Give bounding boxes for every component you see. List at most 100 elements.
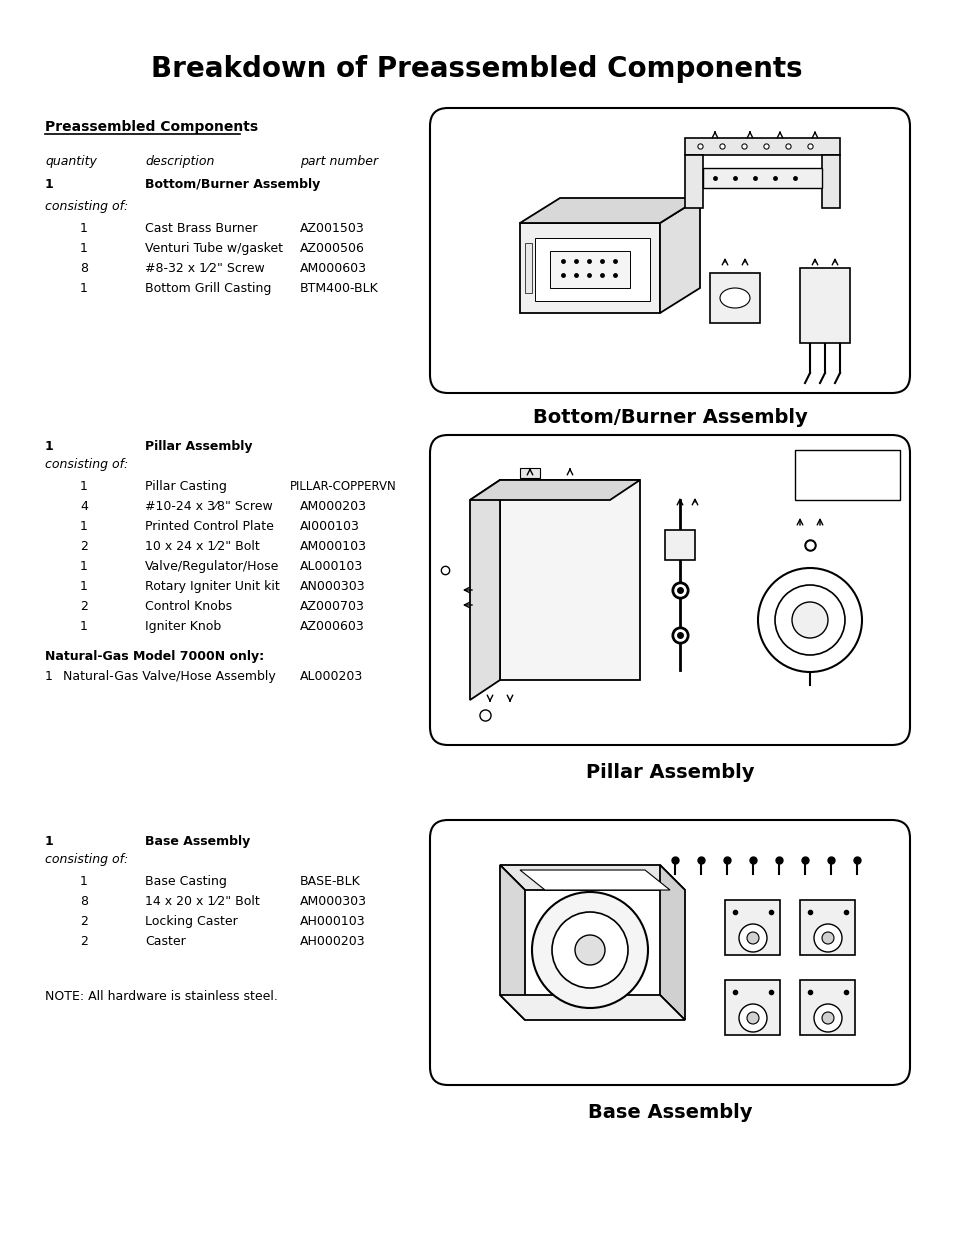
- Text: #10-24 x 3⁄8" Screw: #10-24 x 3⁄8" Screw: [145, 500, 273, 513]
- Text: 1: 1: [80, 480, 88, 493]
- Text: AZ000506: AZ000506: [299, 242, 364, 254]
- Text: 8: 8: [80, 262, 88, 275]
- Polygon shape: [800, 981, 854, 1035]
- Text: Printed Control Plate: Printed Control Plate: [145, 520, 274, 534]
- Circle shape: [739, 924, 766, 952]
- Text: AH000203: AH000203: [299, 935, 365, 948]
- Polygon shape: [550, 251, 629, 288]
- Text: AL000203: AL000203: [299, 671, 363, 683]
- Polygon shape: [724, 981, 780, 1035]
- Text: consisting of:: consisting of:: [45, 200, 128, 212]
- Polygon shape: [821, 156, 840, 207]
- Polygon shape: [519, 198, 700, 224]
- Text: Control Knobs: Control Knobs: [145, 600, 232, 613]
- Text: Rotary Igniter Unit kit: Rotary Igniter Unit kit: [145, 580, 279, 593]
- Circle shape: [746, 1011, 759, 1024]
- Circle shape: [739, 1004, 766, 1032]
- FancyBboxPatch shape: [430, 820, 909, 1086]
- Polygon shape: [800, 900, 854, 955]
- Text: 1: 1: [45, 440, 53, 453]
- Circle shape: [813, 1004, 841, 1032]
- Text: AH000103: AH000103: [299, 915, 365, 927]
- Circle shape: [813, 924, 841, 952]
- Polygon shape: [659, 198, 700, 312]
- Polygon shape: [470, 480, 499, 700]
- Text: consisting of:: consisting of:: [45, 458, 128, 471]
- Circle shape: [575, 935, 604, 965]
- Circle shape: [774, 585, 844, 655]
- Text: consisting of:: consisting of:: [45, 853, 128, 866]
- Polygon shape: [519, 224, 659, 312]
- Text: description: description: [145, 156, 214, 168]
- Polygon shape: [499, 995, 684, 1020]
- Text: AL000103: AL000103: [299, 559, 363, 573]
- Text: AZ000603: AZ000603: [299, 620, 364, 634]
- Circle shape: [791, 601, 827, 638]
- Text: #8-32 x 1⁄2" Screw: #8-32 x 1⁄2" Screw: [145, 262, 265, 275]
- Text: Base Casting: Base Casting: [145, 876, 227, 888]
- FancyBboxPatch shape: [430, 435, 909, 745]
- Ellipse shape: [720, 288, 749, 308]
- Text: Locking Caster: Locking Caster: [145, 915, 237, 927]
- Text: only: only: [824, 478, 848, 488]
- Text: 4: 4: [80, 500, 88, 513]
- Text: AN000303: AN000303: [299, 580, 365, 593]
- Text: AM000603: AM000603: [299, 262, 367, 275]
- Text: Bottom/Burner Assembly: Bottom/Burner Assembly: [145, 178, 320, 191]
- Text: Pillar Assembly: Pillar Assembly: [145, 440, 253, 453]
- Text: Base Assembly: Base Assembly: [145, 835, 250, 848]
- Text: 1: 1: [45, 671, 52, 683]
- Text: BASE-BLK: BASE-BLK: [299, 876, 360, 888]
- Polygon shape: [524, 243, 532, 293]
- Text: quantity: quantity: [45, 156, 97, 168]
- Text: 1: 1: [80, 580, 88, 593]
- Text: Pillar Casting: Pillar Casting: [145, 480, 227, 493]
- Bar: [794, 450, 899, 500]
- Text: 1: 1: [80, 222, 88, 235]
- Text: 14 x 20 x 1⁄2" Bolt: 14 x 20 x 1⁄2" Bolt: [145, 895, 259, 908]
- Polygon shape: [664, 530, 695, 559]
- Circle shape: [821, 1011, 833, 1024]
- Text: AM000303: AM000303: [299, 895, 367, 908]
- Text: AM000103: AM000103: [299, 540, 367, 553]
- Text: Igniter Knob: Igniter Knob: [145, 620, 221, 634]
- Text: 1: 1: [45, 178, 53, 191]
- Text: 1: 1: [80, 242, 88, 254]
- Text: 2: 2: [80, 935, 88, 948]
- Text: Model 7000N: Model 7000N: [802, 459, 876, 471]
- Text: 1: 1: [80, 876, 88, 888]
- Polygon shape: [702, 168, 821, 188]
- Text: 1: 1: [80, 282, 88, 295]
- Polygon shape: [499, 480, 639, 680]
- Text: Pillar Assembly: Pillar Assembly: [585, 763, 754, 782]
- Polygon shape: [535, 238, 649, 301]
- Text: AI000103: AI000103: [299, 520, 359, 534]
- Circle shape: [552, 911, 627, 988]
- Text: 1: 1: [80, 620, 88, 634]
- Polygon shape: [519, 869, 669, 890]
- Polygon shape: [684, 138, 840, 156]
- Text: NOTE: All hardware is stainless steel.: NOTE: All hardware is stainless steel.: [45, 990, 277, 1003]
- Text: 2: 2: [80, 600, 88, 613]
- Text: 1: 1: [80, 559, 88, 573]
- Polygon shape: [800, 268, 849, 343]
- Text: part number: part number: [299, 156, 377, 168]
- FancyBboxPatch shape: [430, 107, 909, 393]
- Circle shape: [821, 932, 833, 944]
- Circle shape: [746, 932, 759, 944]
- Text: BTM400-BLK: BTM400-BLK: [299, 282, 378, 295]
- Polygon shape: [470, 480, 639, 500]
- Text: 8: 8: [80, 895, 88, 908]
- Text: Bottom/Burner Assembly: Bottom/Burner Assembly: [532, 408, 806, 427]
- Polygon shape: [724, 900, 780, 955]
- Text: AZ000703: AZ000703: [299, 600, 364, 613]
- Polygon shape: [499, 864, 524, 1020]
- Text: 2: 2: [80, 540, 88, 553]
- Text: Caster: Caster: [145, 935, 186, 948]
- Text: Valve/Regulator/Hose: Valve/Regulator/Hose: [145, 559, 279, 573]
- Text: 10 x 24 x 1⁄2" Bolt: 10 x 24 x 1⁄2" Bolt: [145, 540, 259, 553]
- Text: Natural-Gas Model 7000N only:: Natural-Gas Model 7000N only:: [45, 650, 264, 663]
- Polygon shape: [659, 864, 684, 1020]
- Polygon shape: [684, 156, 702, 207]
- Text: Venturi Tube w/gasket: Venturi Tube w/gasket: [145, 242, 283, 254]
